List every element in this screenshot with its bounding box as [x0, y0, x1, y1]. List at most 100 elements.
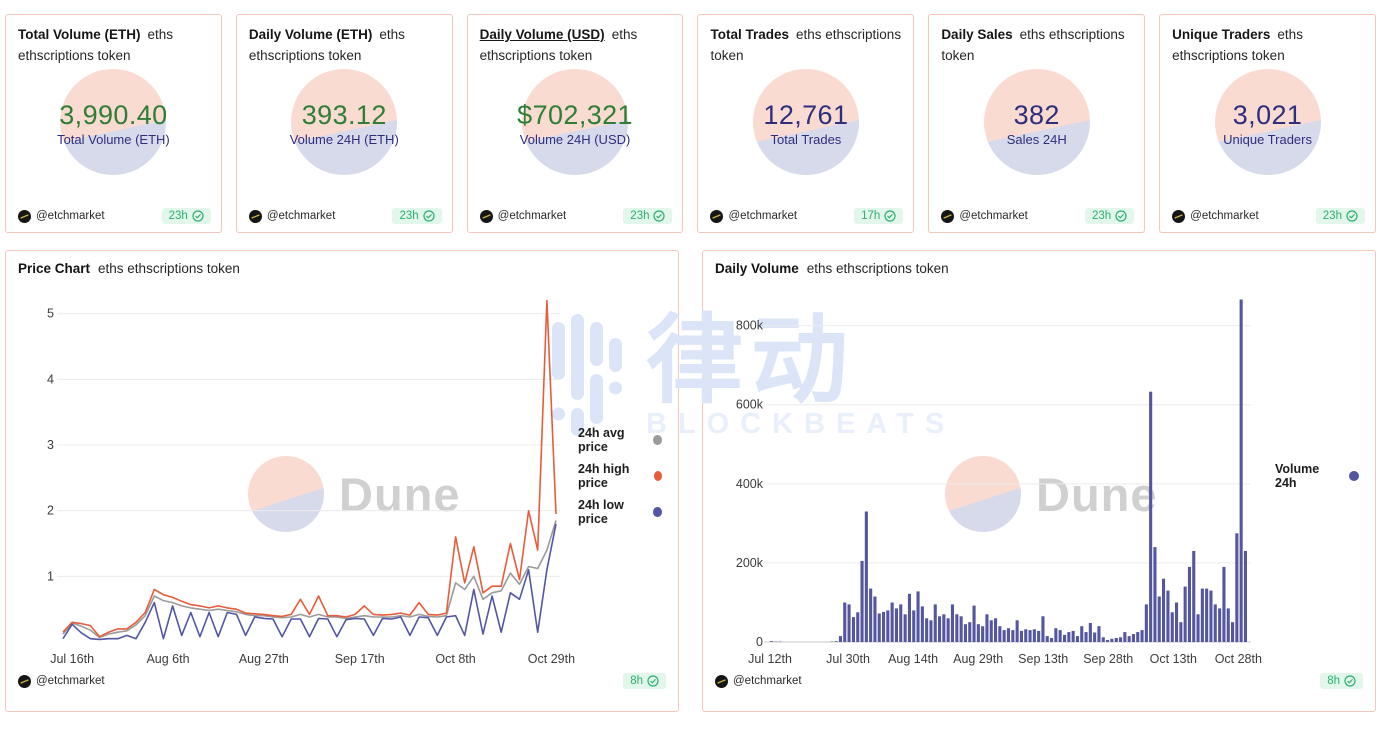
volume-bar [1149, 391, 1153, 642]
volume-bar [1058, 630, 1062, 642]
volume-bar [1183, 586, 1187, 642]
volume-chart-body: 0 200k 400k 600k 800k Jul 12th Jul 30th Aug 14t… [715, 280, 1363, 672]
volume-bar [942, 614, 946, 642]
stat-value: 3,021 [1232, 99, 1303, 130]
check-circle-icon [1344, 675, 1356, 687]
legend-dot-icon [653, 471, 662, 481]
y-tick-label: 1 [47, 569, 54, 583]
volume-bar [950, 604, 954, 642]
volume-bar [886, 610, 890, 642]
volume-bar [933, 604, 937, 642]
price-chart-legend: 24h avg price 24h high price 24h low price [578, 280, 666, 672]
author-link[interactable]: @etchmarket [18, 209, 105, 223]
freshness-badge[interactable]: 17h [854, 208, 904, 224]
volume-bar [856, 612, 860, 642]
x-tick-label: Sep 13th [1018, 652, 1068, 666]
stat-value: 12,761 [763, 99, 849, 130]
stat-card-center: 3,990.40 Total Volume (ETH) [18, 68, 209, 189]
freshness-badge[interactable]: 23h [623, 208, 673, 224]
volume-bar [1024, 629, 1028, 642]
author-link[interactable]: @etchmarket [715, 674, 802, 688]
stat-card-footer: @etchmarket 17h [710, 208, 904, 224]
price-chart-plot[interactable]: 1 2 3 4 5 Jul 16th Aug 6th Aug 27th Sep 17th Oct … [18, 280, 578, 672]
volume-bar [873, 596, 877, 642]
volume-bar [1114, 638, 1118, 642]
legend-item[interactable]: 24h high price [578, 462, 662, 490]
freshness-badge[interactable]: 8h [623, 673, 666, 689]
x-tick-label: Aug 29th [953, 652, 1003, 666]
price-chart-body: 1 2 3 4 5 Jul 16th Aug 6th Aug 27th Sep 17th Oct … [18, 280, 666, 672]
volume-bar [1054, 628, 1058, 642]
volume-bar [985, 614, 989, 642]
freshness-badge[interactable]: 23h [1084, 208, 1135, 224]
author-handle: @etchmarket [266, 210, 336, 222]
author-link[interactable]: @etchmarket [1172, 209, 1259, 223]
freshness-badge[interactable]: 23h [1315, 208, 1365, 224]
author-handle: @etchmarket [728, 210, 798, 222]
stat-card: Unique Traders eths ethscriptions token 3… [1159, 14, 1376, 233]
stat-card: Daily Sales eths ethscriptions token 382 … [928, 14, 1146, 233]
volume-bar [998, 626, 1002, 642]
stat-card-title: Unique Traders eths ethscriptions token [1172, 25, 1363, 67]
blockbeats-watermark: 律动 BLOCKBEATS [552, 310, 955, 441]
stat-card: Total Trades eths ethscriptions token 12,… [697, 14, 915, 233]
legend-item[interactable]: 24h avg price [578, 426, 662, 454]
etchmarket-avatar-icon [18, 674, 31, 688]
legend-dot-icon [653, 435, 662, 445]
volume-bar [920, 606, 924, 642]
volume-bar [894, 608, 898, 642]
check-circle-icon [653, 210, 666, 222]
author-link[interactable]: @etchmarket [941, 209, 1028, 223]
volume-chart-card: Daily Volume eths ethscriptions token Dun… [702, 250, 1376, 712]
stat-card-title-main: Daily Sales [941, 27, 1013, 42]
author-handle: @etchmarket [959, 210, 1028, 222]
author-link[interactable]: @etchmarket [248, 209, 336, 223]
series-line-24h-high-price [62, 299, 557, 638]
stat-card-title-sub: eths ethscriptions token [248, 27, 405, 63]
dune-logo-circle [291, 68, 398, 175]
volume-bar [1179, 622, 1183, 642]
y-tick-label: 0 [756, 635, 763, 649]
volume-bar [899, 604, 903, 642]
volume-bar [1032, 629, 1036, 642]
volume-chart-plot[interactable]: 0 200k 400k 600k 800k Jul 12th Jul 30th Aug 14t… [715, 280, 1275, 672]
author-handle: @etchmarket [733, 675, 802, 687]
volume-bar [1028, 630, 1032, 642]
stat-value: 393.12 [301, 99, 387, 130]
freshness-badge[interactable]: 8h [1320, 673, 1363, 689]
author-link[interactable]: @etchmarket [479, 209, 566, 223]
volume-bar [869, 588, 873, 642]
stat-card: Daily Volume (ETH) eths ethscriptions tok… [235, 14, 453, 233]
volume-bar [770, 641, 774, 642]
freshness-age: 8h [630, 675, 643, 687]
stat-value-label: Total Trades [770, 131, 842, 147]
legend-label: 24h avg price [578, 426, 625, 454]
volume-bar [1002, 630, 1006, 642]
stat-value-label: Total Volume (ETH) [57, 131, 170, 147]
check-circle-icon [884, 210, 896, 222]
y-tick-label: 3 [47, 438, 54, 452]
volume-bar [1101, 637, 1105, 642]
author-link[interactable]: @etchmarket [18, 674, 105, 688]
stat-card-title-sub: eths ethscriptions token [710, 27, 902, 63]
volume-bar [1011, 630, 1015, 642]
freshness-badge[interactable]: 23h [392, 208, 442, 224]
legend-dot-icon [653, 507, 662, 517]
legend-item[interactable]: Volume 24h [1275, 462, 1359, 490]
freshness-age: 17h [861, 210, 881, 222]
stat-card-footer: @etchmarket 23h [941, 208, 1135, 224]
volume-bar [1063, 634, 1067, 642]
volume-bar [903, 614, 907, 642]
volume-bar [1218, 608, 1222, 642]
y-tick-label: 600k [736, 398, 764, 412]
volume-bar [1243, 551, 1247, 642]
volume-bar [1093, 632, 1097, 642]
legend-item[interactable]: 24h low price [578, 498, 662, 526]
gridlines: 1 2 3 4 5 [47, 307, 560, 583]
legend-label: Volume 24h [1275, 462, 1320, 490]
author-link[interactable]: @etchmarket [710, 209, 798, 223]
stat-value-label: Sales 24H [1006, 131, 1067, 147]
volume-bar [963, 624, 967, 642]
freshness-badge[interactable]: 23h [161, 208, 211, 224]
freshness-age: 8h [1327, 675, 1340, 687]
